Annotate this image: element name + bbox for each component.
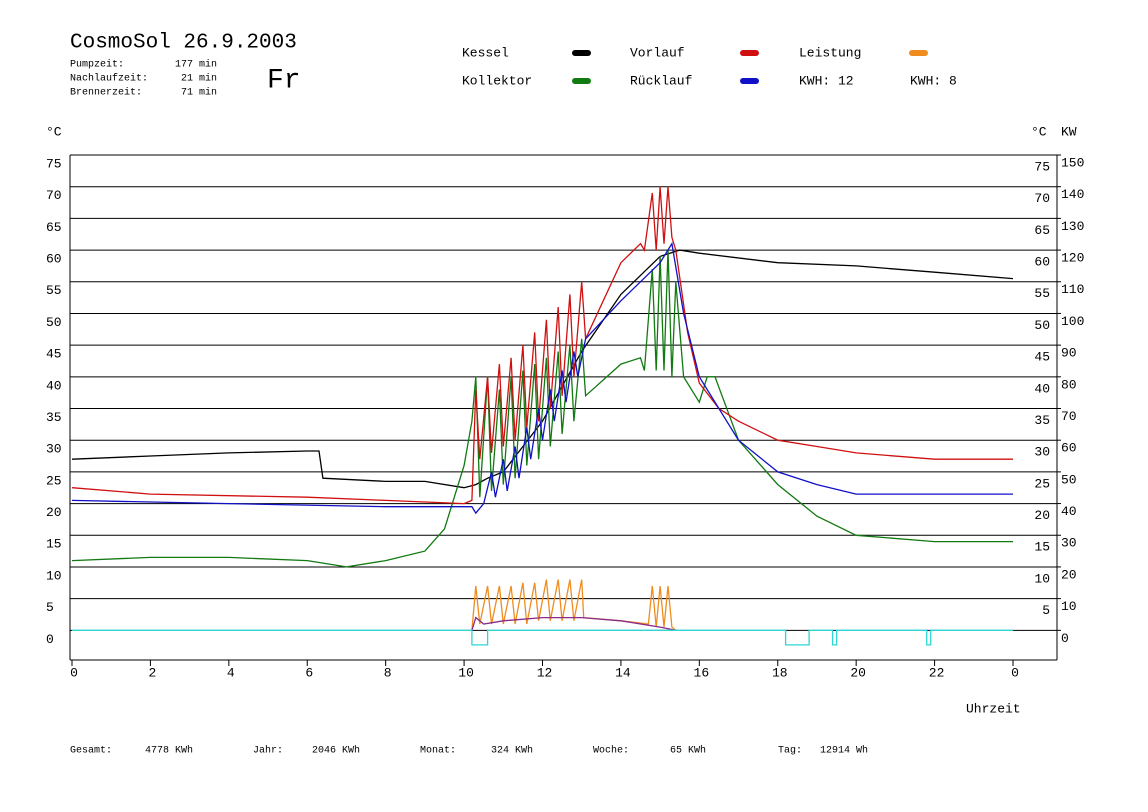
series-line (471, 579, 677, 631)
y-tick-label-right: 55 (1034, 286, 1050, 301)
y-tick-label: 15 (46, 537, 62, 552)
y-tick-label: 5 (46, 600, 54, 615)
y2-tick-label: 40 (1061, 504, 1077, 519)
footer-label: Jahr: (253, 745, 283, 757)
x-axis-label: Uhrzeit (966, 701, 1021, 716)
y-tick-label-right: 70 (1034, 191, 1050, 206)
y-tick-label-right: 50 (1034, 318, 1050, 333)
kwh-label: KWH: 8 (910, 73, 957, 88)
y-tick-label-right: 15 (1034, 540, 1050, 555)
legend-label: Leistung (799, 45, 861, 60)
x-tick-label: 12 (537, 665, 553, 680)
x-tick-label: 8 (384, 665, 392, 680)
y-tick-label-right: 5 (1042, 603, 1050, 618)
y2-axis-label: KW (1061, 124, 1077, 139)
x-tick-label: 4 (227, 665, 235, 680)
x-tick-label: 20 (850, 665, 866, 680)
y-tick-label-right: 25 (1034, 476, 1050, 491)
info-value: 71 min (181, 87, 217, 99)
x-tick-label: 18 (772, 665, 788, 680)
info-label: Brennerzeit: (70, 87, 142, 99)
y-tick-label: 55 (46, 283, 62, 298)
footer-value: 324 KWh (491, 745, 533, 757)
legend-label: Kessel (462, 45, 509, 60)
footer-label: Gesamt: (70, 746, 112, 757)
y-tick-label-right: 75 (1034, 159, 1050, 174)
x-tick-label: 16 (694, 665, 710, 680)
x-tick-label: 14 (615, 665, 631, 680)
y2-tick-label: 80 (1061, 377, 1077, 392)
x-tick-label: 2 (149, 665, 157, 680)
y2-tick-label: 120 (1061, 251, 1084, 266)
info-label: Nachlaufzeit: (70, 73, 148, 85)
series-line (71, 250, 1013, 568)
y-tick-label-right: 65 (1034, 223, 1050, 238)
footer-label: Monat: (420, 746, 456, 757)
y-tick-label: 25 (46, 473, 62, 488)
legend-label: Vorlauf (630, 45, 685, 60)
y2-tick-label: 20 (1061, 567, 1077, 582)
series-line (71, 241, 1013, 515)
y2-tick-label: 60 (1061, 441, 1077, 456)
info-label: Pumpzeit: (70, 59, 124, 71)
y-tick-label: 45 (46, 347, 62, 362)
legend-label: Rücklauf (630, 73, 692, 88)
y-tick-label: 70 (46, 188, 62, 203)
y-tick-label: 60 (46, 252, 62, 267)
y-tick-label: 35 (46, 410, 62, 425)
y2-tick-label: 0 (1061, 631, 1069, 646)
y-tick-label: 30 (46, 442, 62, 457)
kwh-label: KWH: 12 (799, 73, 854, 88)
y-tick-label: 20 (46, 505, 62, 520)
y-tick-label: 0 (46, 632, 54, 647)
series-line (471, 616, 676, 631)
y2-tick-label: 50 (1061, 472, 1077, 487)
y2-tick-label: 70 (1061, 409, 1077, 424)
y-tick-label-right: 10 (1034, 571, 1050, 586)
y-tick-label: 10 (46, 568, 62, 583)
y2-tick-label: 140 (1061, 187, 1084, 202)
y-tick-label-right: 45 (1034, 350, 1050, 365)
y-axis-label: °C (46, 124, 62, 139)
y2-tick-label: 30 (1061, 536, 1077, 551)
weekday: Fr (267, 65, 301, 96)
y2-tick-label: 130 (1061, 219, 1084, 234)
x-tick-label: 10 (458, 665, 474, 680)
x-tick-label: 6 (305, 665, 313, 680)
x-tick-label: 22 (929, 665, 945, 680)
y2-tick-label: 150 (1061, 155, 1084, 170)
footer-label: Tag: (778, 746, 802, 757)
y2-tick-label: 110 (1061, 282, 1084, 297)
info-value: 177 min (175, 59, 217, 71)
y-tick-label-right: 30 (1034, 445, 1050, 460)
legend-label: Kollektor (462, 73, 532, 88)
x-tick-label: 0 (70, 665, 78, 680)
series-line (71, 249, 1014, 489)
footer-label: Woche: (593, 745, 629, 757)
y2-tick-label: 10 (1061, 599, 1077, 614)
y2-axis-label-c: °C (1031, 124, 1047, 139)
y-tick-label-right: 20 (1034, 508, 1050, 523)
y2-tick-label: 100 (1061, 314, 1084, 329)
y-tick-label: 50 (46, 315, 62, 330)
y-tick-label: 65 (46, 220, 62, 235)
footer-value: 12914 Wh (820, 745, 868, 757)
series-line (71, 186, 1013, 505)
series-line (72, 629, 1013, 646)
footer-value: 65 KWh (670, 745, 706, 757)
y-tick-label: 75 (46, 156, 62, 171)
y2-tick-label: 90 (1061, 346, 1077, 361)
info-value: 21 min (181, 73, 217, 85)
y-tick-label-right: 60 (1034, 255, 1050, 270)
y-tick-label-right: 35 (1034, 413, 1050, 428)
footer-value: 4778 KWh (145, 745, 193, 757)
x-tick-label: 0 (1011, 665, 1019, 680)
footer-value: 2046 KWh (312, 745, 360, 757)
chart-title: CosmoSol 26.9.2003 (70, 32, 297, 55)
y-tick-label-right: 40 (1034, 381, 1050, 396)
y-tick-label: 40 (46, 378, 62, 393)
